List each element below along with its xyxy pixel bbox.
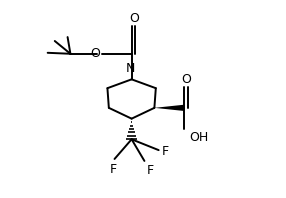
Text: OH: OH bbox=[189, 131, 209, 144]
Text: O: O bbox=[129, 12, 139, 25]
Text: O: O bbox=[90, 47, 100, 60]
Text: F: F bbox=[162, 145, 169, 158]
Polygon shape bbox=[154, 105, 184, 111]
Text: O: O bbox=[182, 73, 192, 86]
Text: F: F bbox=[147, 165, 154, 177]
Text: N: N bbox=[126, 62, 135, 75]
Text: F: F bbox=[110, 163, 117, 175]
